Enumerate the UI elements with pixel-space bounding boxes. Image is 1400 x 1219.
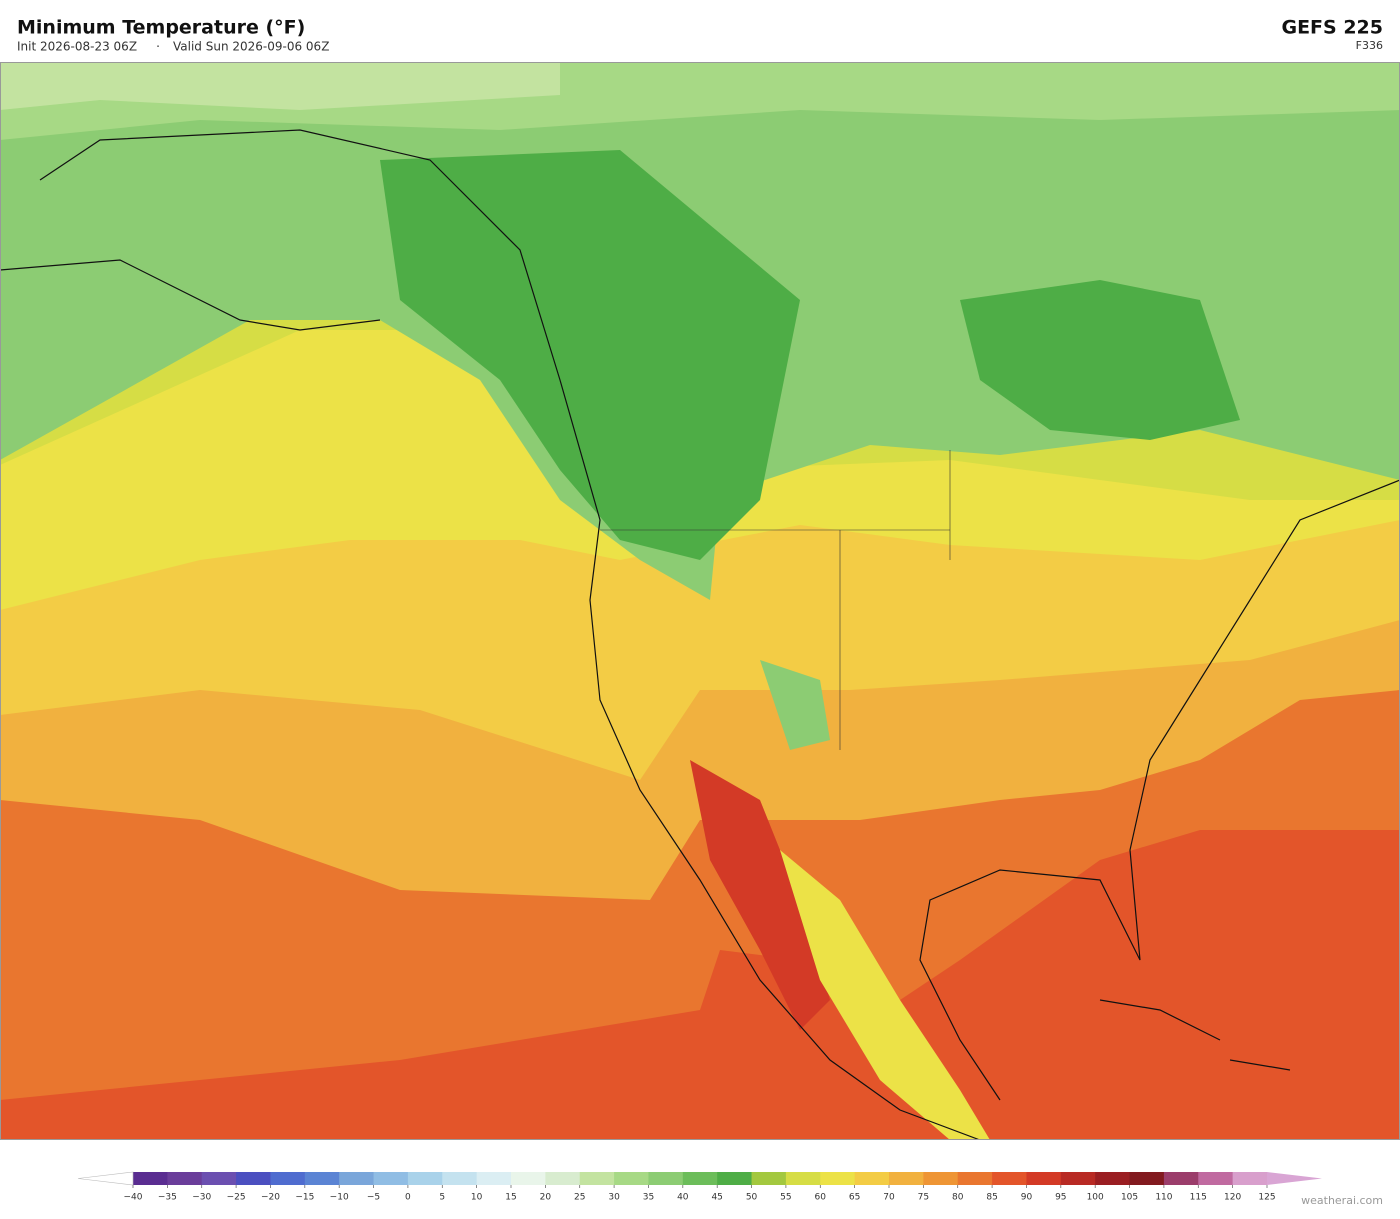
- colorbar-bin: [476, 1172, 512, 1185]
- colorbar-bin: [236, 1172, 271, 1185]
- colorbar-bin: [923, 1172, 959, 1185]
- colorbar-bin: [1026, 1172, 1062, 1185]
- colorbar-bin: [1232, 1172, 1268, 1185]
- colorbar-tick-label: 25: [574, 1193, 585, 1203]
- model-label: GEFS 225: [1281, 17, 1383, 39]
- colorbar-tick-label: 0: [405, 1193, 411, 1203]
- colorbar-over: [1267, 1172, 1322, 1185]
- field: [780, 850, 990, 1140]
- colorbar-bin: [442, 1172, 478, 1185]
- colorbar-tick-label: 100: [1087, 1193, 1104, 1203]
- colorbar-tick-label: 90: [1021, 1193, 1033, 1203]
- colorbar-bin: [992, 1172, 1027, 1185]
- coastline: [0, 259, 1291, 1071]
- colorbar-bin: [545, 1172, 581, 1185]
- field: [690, 760, 830, 1030]
- colorbar-bin: [407, 1172, 443, 1185]
- colorbar-bin: [1095, 1172, 1131, 1185]
- colorbar-bin: [717, 1172, 753, 1185]
- colorbar-tick-label: 80: [952, 1193, 964, 1203]
- colorbar-bin: [820, 1172, 856, 1185]
- colorbar-tick-label: −35: [158, 1193, 177, 1203]
- colorbar-bin: [682, 1172, 718, 1185]
- watermark: weatherai.com: [1301, 1194, 1383, 1207]
- colorbar-tick-label: 10: [471, 1193, 483, 1203]
- field: [0, 62, 560, 110]
- separator: ·: [156, 40, 160, 54]
- colorbar-bin: [1060, 1172, 1096, 1185]
- colorbar-tick-label: 50: [746, 1193, 758, 1203]
- colorbar-bin: [614, 1172, 649, 1185]
- colorbar-bin: [1129, 1172, 1165, 1185]
- colorbar-tick-label: 35: [643, 1193, 654, 1203]
- colorbar-bin: [1163, 1172, 1199, 1185]
- colorbar-tick-label: −40: [124, 1193, 143, 1203]
- colorbar-tick-label: 60: [815, 1193, 827, 1203]
- border: [600, 450, 951, 750]
- field: [760, 660, 830, 750]
- coastline: [39, 129, 1400, 1140]
- colorbar-bin: [270, 1172, 306, 1185]
- valid-time: Valid Sun 2026-09-06 06Z: [173, 40, 329, 54]
- colorbar-bin: [339, 1172, 375, 1185]
- init-time: Init 2026-08-23 06Z: [17, 40, 137, 54]
- colorbar-bin: [648, 1172, 684, 1185]
- colorbar-bin: [751, 1172, 787, 1185]
- colorbar-bin: [373, 1172, 409, 1185]
- colorbar-tick-label: −10: [330, 1193, 349, 1203]
- colorbar-bin: [511, 1172, 546, 1185]
- colorbar-tick-label: 5: [439, 1193, 445, 1203]
- forecast-hour: F336: [1356, 39, 1383, 52]
- colorbar-under: [77, 1171, 134, 1186]
- colorbar-tick-label: 95: [1055, 1193, 1066, 1203]
- colorbar-tick-label: 55: [780, 1193, 791, 1203]
- colorbar-tick-label: −20: [261, 1193, 280, 1203]
- colorbar-bin: [201, 1172, 237, 1185]
- colorbar-tick-label: 65: [849, 1193, 860, 1203]
- colorbar-bin: [304, 1172, 340, 1185]
- colorbar-bin: [167, 1172, 203, 1185]
- field: [380, 150, 800, 560]
- colorbar-tick-label: 15: [505, 1193, 516, 1203]
- colorbar-bin: [889, 1172, 924, 1185]
- colorbar-tick-label: 75: [918, 1193, 929, 1203]
- colorbar-bin: [133, 1172, 168, 1185]
- colorbar-tick-label: 110: [1155, 1193, 1172, 1203]
- colorbar-tick-label: −5: [367, 1193, 380, 1203]
- colorbar-bin: [785, 1172, 821, 1185]
- colorbar-tick-label: −25: [227, 1193, 246, 1203]
- colorbar-bin: [957, 1172, 993, 1185]
- colorbar-tick-label: 40: [677, 1193, 689, 1203]
- colorbar-tick-label: 45: [711, 1193, 722, 1203]
- colorbar-tick-label: 125: [1258, 1193, 1275, 1203]
- colorbar-tick-label: 30: [608, 1193, 620, 1203]
- colorbar-tick-label: −30: [192, 1193, 211, 1203]
- colorbar-bin: [1198, 1172, 1234, 1185]
- colorbar-tick-label: −15: [295, 1193, 314, 1203]
- colorbar-tick-label: 20: [540, 1193, 552, 1203]
- colorbar-tick-label: 70: [883, 1193, 895, 1203]
- title: Minimum Temperature (°F): [17, 17, 305, 39]
- colorbar-bin: [854, 1172, 890, 1185]
- field: [960, 280, 1240, 440]
- colorbar-bin: [579, 1172, 615, 1185]
- colorbar-tick-label: 115: [1190, 1193, 1207, 1203]
- map: [0, 62, 1400, 1140]
- colorbar-tick-label: 105: [1121, 1193, 1138, 1203]
- colorbar-tick-label: 120: [1224, 1193, 1241, 1203]
- colorbar-tick-label: 85: [986, 1193, 997, 1203]
- colorbar: −40 −35 −30 −25 −20 −15 −10 −5 0 5 10 15 20 25 30 35 40 4…: [77, 1171, 1322, 1203]
